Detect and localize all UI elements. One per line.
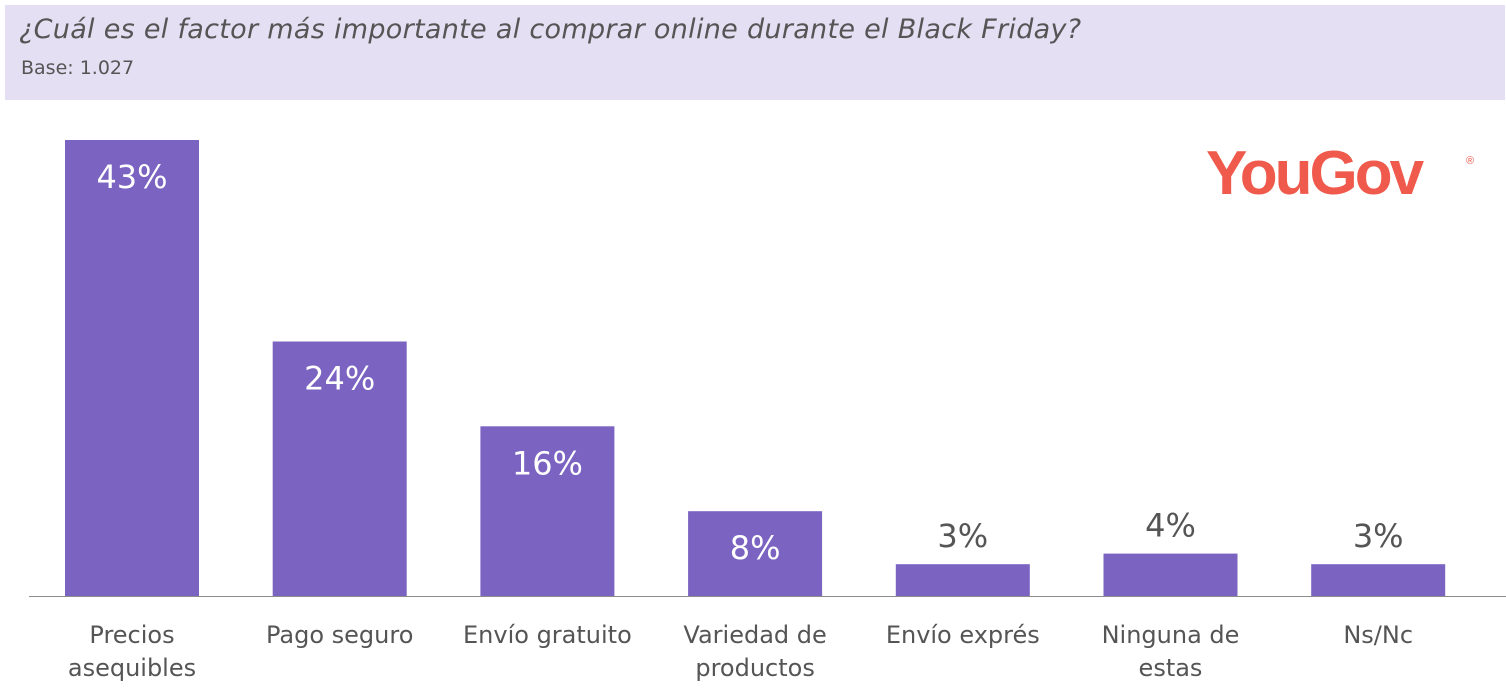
bar-2 [480, 426, 615, 596]
category-label-3-0: Variedad de [683, 621, 826, 649]
chart-title: ¿Cuál es el factor más importante al com… [19, 14, 1082, 45]
category-label-2-0: Envío gratuito [463, 621, 632, 649]
bar-0 [65, 140, 199, 596]
data-label-1: 24% [304, 360, 375, 398]
category-label-6-0: Ns/Nc [1343, 621, 1413, 649]
data-label-2: 16% [512, 444, 583, 482]
registered-mark: ® [1466, 155, 1475, 167]
category-label-3-1: productos [695, 654, 815, 682]
chart-header: ¿Cuál es el factor más importante al com… [5, 5, 1505, 100]
bar-5 [1103, 553, 1238, 596]
category-label-1-0: Pago seguro [266, 621, 413, 649]
bar-6 [1311, 564, 1446, 596]
bar-4 [895, 564, 1030, 596]
bar-3 [688, 511, 823, 596]
data-label-4: 3% [937, 517, 988, 555]
category-label-5-1: estas [1139, 654, 1203, 682]
category-label-0-0: Precios [89, 621, 174, 649]
data-label-3: 8% [730, 529, 781, 567]
data-label-5: 4% [1145, 507, 1196, 545]
data-label-0: 43% [96, 158, 167, 196]
data-label-6: 3% [1353, 517, 1404, 555]
bar-1 [272, 341, 407, 596]
yougov-logo: YouGov [1206, 139, 1424, 208]
chart-subtitle: Base: 1.027 [21, 57, 135, 79]
category-label-4-0: Envío exprés [886, 621, 1040, 649]
category-label-5-0: Ninguna de [1102, 621, 1240, 649]
category-label-0-1: asequibles [68, 654, 196, 682]
